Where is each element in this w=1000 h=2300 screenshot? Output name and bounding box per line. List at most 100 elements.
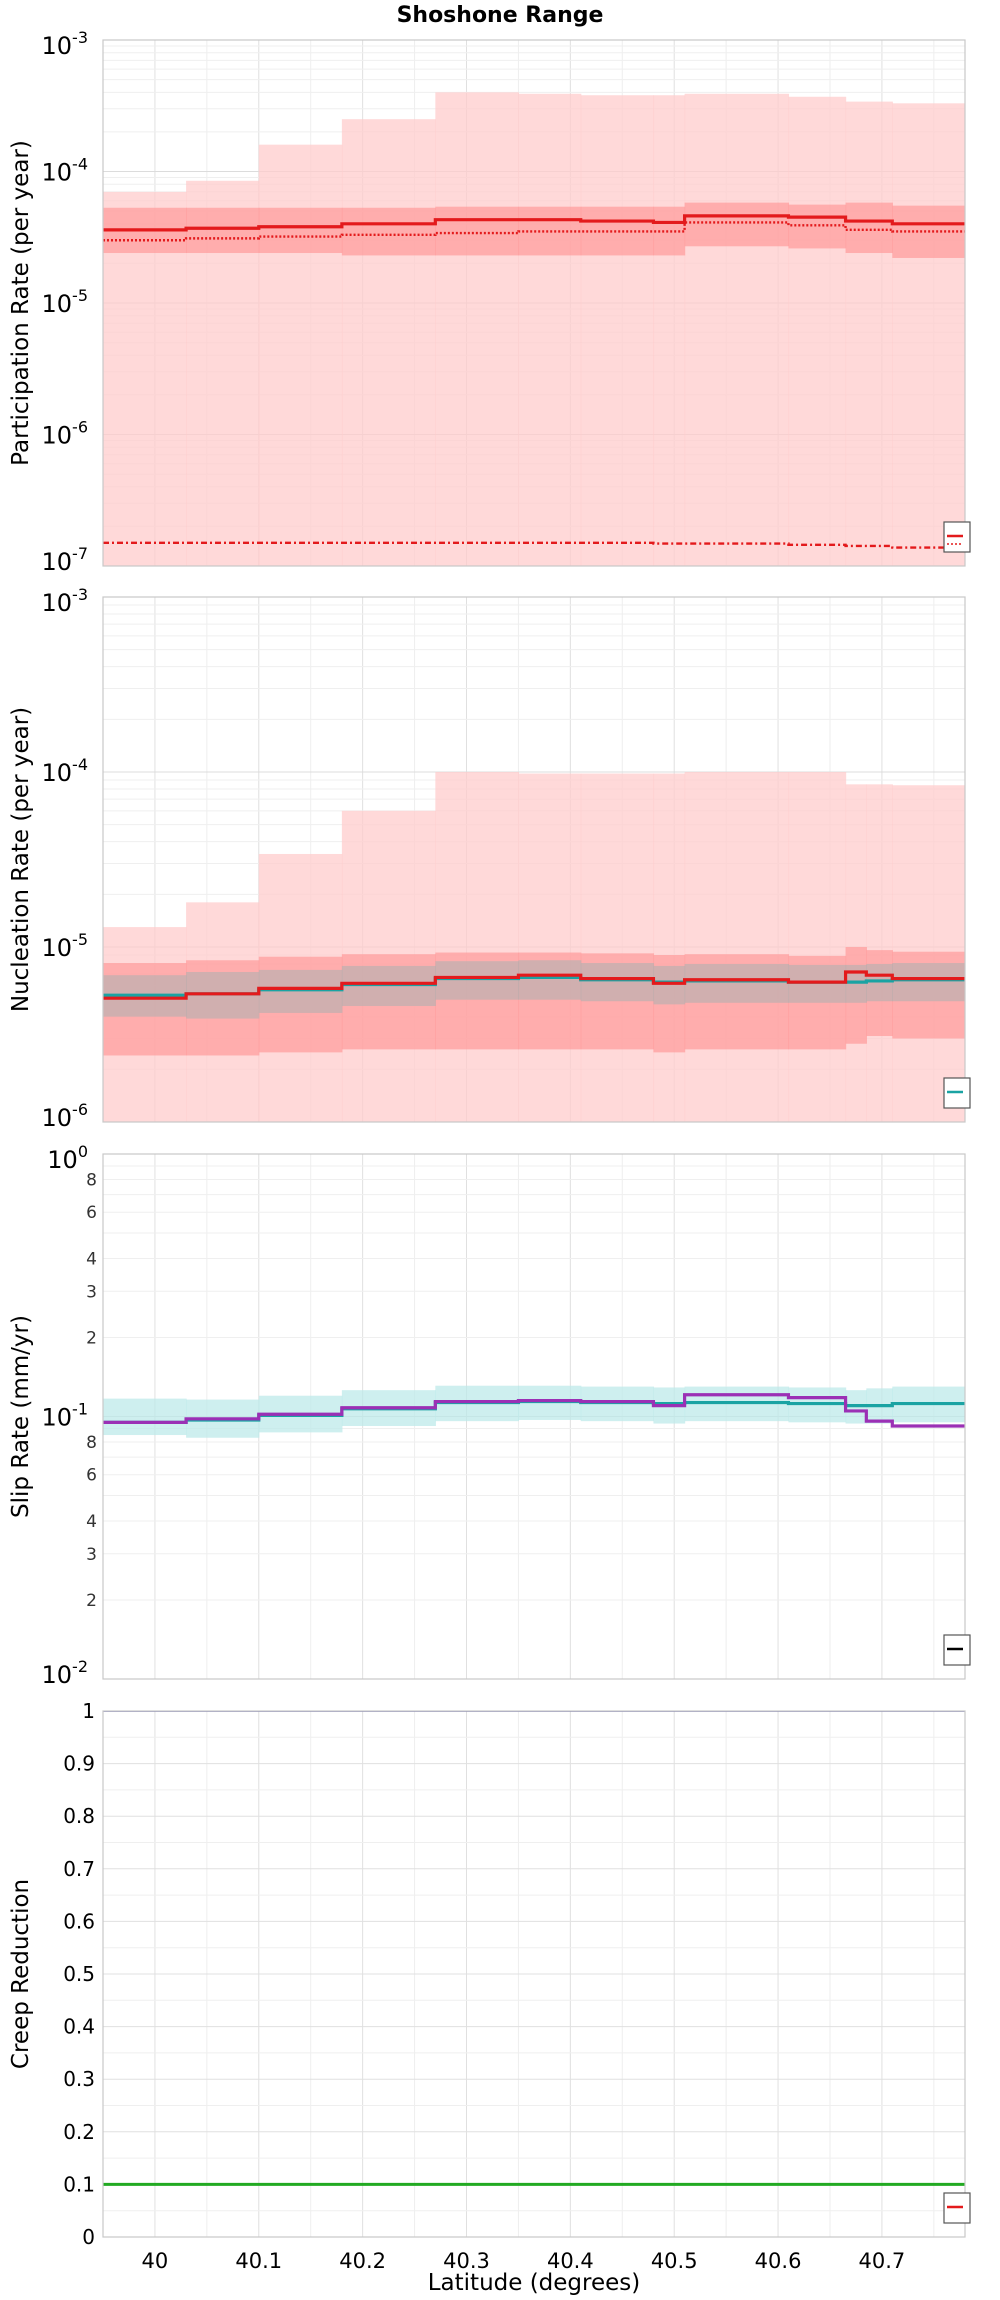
- y-tick-label: 1: [82, 1699, 95, 1723]
- band-gray_band: [653, 965, 686, 1005]
- y-minor-tick-label: 8: [86, 1433, 97, 1453]
- band-pink_band: [580, 773, 655, 1122]
- band-pink_band: [103, 191, 187, 566]
- band-red_band: [845, 202, 893, 254]
- legend: [943, 1634, 971, 1666]
- band-gray_band: [580, 963, 655, 1002]
- y-tick-labels: 10-6 10-5 10-4 10-3: [42, 585, 89, 1132]
- y-tick-label: 10-7: [42, 544, 89, 576]
- y-tick-label: 100: [47, 1142, 88, 1174]
- x-tick-label: 40: [142, 2249, 169, 2273]
- band-pink_band: [788, 772, 847, 1122]
- band-red_band: [684, 202, 790, 247]
- y-tick-label: 10-2: [42, 1657, 89, 1689]
- x-tick-label: 40.7: [859, 2249, 906, 2273]
- band-pink_band: [788, 96, 847, 566]
- y-tick-label: 0: [82, 2225, 95, 2249]
- legend: [943, 521, 971, 553]
- y-tick-label: 10-6: [42, 1100, 89, 1132]
- band-pink_band: [435, 772, 520, 1122]
- legend: [943, 1077, 971, 1109]
- y-tick-label: 0.5: [63, 1962, 95, 1986]
- band-pink_band: [653, 95, 686, 566]
- x-axis-label: Latitude (degrees): [428, 2270, 641, 2296]
- band-pink_band: [684, 93, 790, 566]
- band-red_band: [258, 207, 343, 254]
- band-gray_band: [788, 964, 847, 1003]
- band-gray_band: [258, 969, 343, 1013]
- band-pink_band: [845, 101, 893, 566]
- panel-participation: 10-7 10-6 10-5 10-4 10-3 Participation Rate (…: [8, 28, 971, 576]
- x-tick-labels: 40 40.1 40.2 40.3 40.4 40.5 40.6 40.7: [142, 2249, 906, 2273]
- y-tick-label: 10-5: [42, 930, 89, 962]
- panel-nucleation: 10-6 10-5 10-4 10-3 Nucleation Rate (per yea…: [8, 585, 971, 1132]
- gridlines: [102, 1710, 965, 2238]
- plot-area: [103, 1385, 965, 1438]
- panels: 10-7 10-6 10-5 10-4 10-3 Participation Rate (…: [8, 28, 971, 2273]
- y-minor-tick-label: 4: [86, 1512, 97, 1532]
- band-red_band: [341, 207, 436, 256]
- band-gray_band: [684, 963, 790, 1003]
- band-red_band: [788, 204, 847, 249]
- y-minor-tick-label: 3: [86, 1282, 97, 1302]
- y-tick-label: 0.1: [63, 2172, 95, 2196]
- plot-area: [103, 1711, 965, 2186]
- x-tick-label: 40.4: [547, 2249, 594, 2273]
- band-pink_band: [518, 93, 582, 566]
- y-tick-label: 0.3: [63, 2067, 95, 2091]
- y-tick-labels: 0 0.1 0.2 0.3 0.4 0.5 0.6 0.7 0.8 0.9 1: [63, 1699, 95, 2249]
- band-red_band: [580, 206, 655, 256]
- series-line-purple: [103, 1393, 965, 1428]
- band-gray_band: [866, 963, 893, 1002]
- band-pink_band: [653, 773, 686, 1122]
- plot-frame: [102, 596, 966, 1123]
- series-line-dotted: [103, 221, 965, 242]
- band-teal_band: [103, 1398, 187, 1436]
- plot-frame: [102, 1153, 966, 1680]
- band-gray_band: [518, 960, 582, 1000]
- y-tick-label: 10-6: [42, 418, 89, 450]
- y-tick-label: 0.4: [63, 2015, 95, 2039]
- series-line-red: [103, 970, 965, 1000]
- y-minor-tick-label: 2: [86, 1328, 97, 1348]
- band-gray_band: [435, 961, 520, 1000]
- band-pink_band: [892, 103, 965, 566]
- y-minor-tick-label: 8: [86, 1170, 97, 1190]
- band-pink_band: [435, 92, 520, 566]
- plot-frame: [102, 39, 966, 567]
- y-tick-label: 0.2: [63, 2120, 95, 2144]
- y-minor-tick-label: 6: [86, 1203, 97, 1223]
- x-tick-label: 40.2: [339, 2249, 386, 2273]
- y-axis-label: Participation Rate (per year): [8, 140, 34, 466]
- y-minor-tick-label: 4: [86, 1249, 97, 1269]
- y-tick-label: 10-1: [42, 1400, 89, 1432]
- y-tick-labels: 10-7 10-6 10-5 10-4 10-3: [42, 28, 89, 576]
- y-tick-label: 0.7: [63, 1857, 95, 1881]
- y-tick-label: 10-3: [42, 585, 89, 617]
- band-gray_band: [892, 963, 965, 1002]
- band-red_band: [435, 206, 520, 256]
- chart-title: Shoshone Range: [397, 3, 604, 28]
- band-pink_band: [684, 772, 790, 1122]
- series-line-dashdot: [103, 541, 965, 549]
- band-gray_band: [845, 964, 867, 1003]
- y-minor-tick-label: 2: [86, 1591, 97, 1611]
- y-tick-label: 10-4: [42, 755, 89, 787]
- y-tick-label: 0.8: [63, 1804, 95, 1828]
- plot-area: [103, 772, 965, 1122]
- y-minor-tick-label: 3: [86, 1545, 97, 1565]
- x-tick-label: 40.6: [755, 2249, 802, 2273]
- y-axis-label: Nucleation Rate (per year): [8, 707, 34, 1012]
- band-pink_band: [518, 773, 582, 1122]
- y-tick-label: 10-3: [42, 28, 89, 60]
- y-tick-label: 10-4: [42, 155, 89, 187]
- series-line-solid: [103, 214, 965, 232]
- x-tick-label: 40.3: [443, 2249, 490, 2273]
- y-axis-label: Slip Rate (mm/yr): [8, 1315, 34, 1518]
- legend: [943, 2192, 971, 2224]
- y-minor-tick-label: 6: [86, 1466, 97, 1486]
